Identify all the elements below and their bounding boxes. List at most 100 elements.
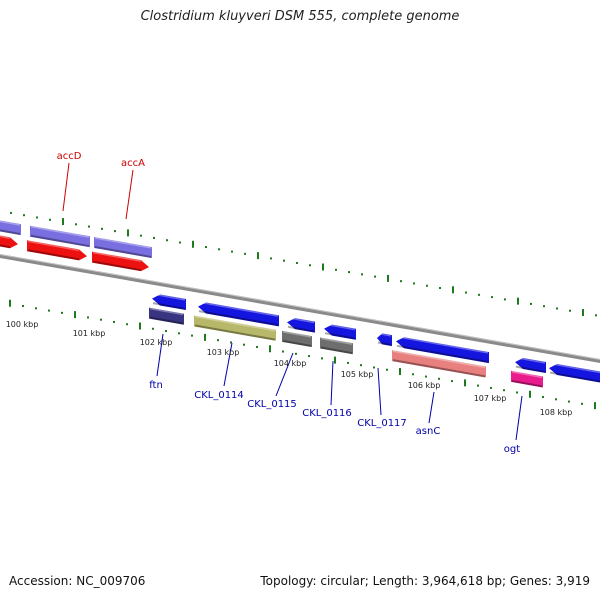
- minor-tick: [321, 357, 323, 360]
- accession-text: Accession: NC_009706: [9, 574, 146, 588]
- minor-tick: [178, 332, 180, 335]
- major-tick: [9, 299, 11, 307]
- gene-label: accD: [57, 151, 82, 162]
- minor-tick: [347, 361, 349, 364]
- minor-tick: [205, 246, 207, 249]
- leader-line: [515, 395, 523, 441]
- minor-tick: [309, 264, 311, 267]
- minor-tick: [61, 311, 63, 314]
- minor-tick: [478, 293, 480, 296]
- major-tick: [452, 286, 454, 294]
- kbp-label: 107 kbp: [474, 394, 507, 403]
- gene-feature: [511, 370, 543, 388]
- minor-tick: [256, 345, 258, 348]
- minor-tick: [140, 234, 142, 237]
- major-tick: [74, 311, 76, 319]
- major-tick: [139, 322, 141, 330]
- minor-tick: [166, 239, 168, 242]
- minor-tick: [491, 296, 493, 299]
- kbp-label: 105 kbp: [341, 370, 374, 379]
- minor-tick: [101, 227, 103, 230]
- kbp-label: 103 kbp: [207, 348, 240, 357]
- minor-tick: [75, 223, 77, 226]
- kbp-label: 108 kbp: [540, 408, 573, 417]
- gene-feature: [324, 323, 356, 340]
- gene-feature: [549, 362, 600, 383]
- minor-tick: [543, 305, 545, 308]
- minor-tick: [191, 334, 193, 337]
- minor-tick: [217, 339, 219, 342]
- gene-feature: [287, 316, 315, 333]
- minor-tick: [530, 302, 532, 305]
- minor-tick: [153, 236, 155, 239]
- kbp-label: 106 kbp: [408, 381, 441, 390]
- minor-tick: [88, 225, 90, 228]
- minor-tick: [503, 389, 505, 392]
- minor-tick: [114, 230, 116, 233]
- tick-marks: [9, 211, 597, 410]
- minor-tick: [218, 248, 220, 251]
- gene-feature: [27, 240, 87, 261]
- minor-tick: [425, 375, 427, 378]
- minor-tick: [22, 305, 24, 308]
- minor-tick: [100, 318, 102, 321]
- minor-tick: [36, 216, 38, 219]
- minor-tick: [516, 391, 518, 394]
- backbone-line: [0, 253, 600, 364]
- minor-tick: [400, 280, 402, 283]
- minor-tick: [360, 364, 362, 367]
- minor-tick: [556, 307, 558, 310]
- major-tick: [594, 402, 596, 410]
- gene-feature: [377, 332, 392, 347]
- gene-feature: [194, 315, 276, 341]
- leader-line: [428, 391, 435, 424]
- major-tick: [464, 379, 466, 387]
- minor-tick: [490, 386, 492, 389]
- minor-tick: [126, 323, 128, 326]
- minor-tick: [412, 373, 414, 376]
- minor-tick: [296, 261, 298, 264]
- major-tick: [257, 252, 259, 260]
- gene-feature: [92, 251, 149, 272]
- minor-tick: [581, 402, 583, 405]
- kbp-label: 102 kbp: [140, 338, 173, 347]
- gene-label: ftn: [149, 380, 163, 391]
- minor-tick: [87, 316, 89, 319]
- major-tick: [204, 333, 206, 341]
- minor-tick: [465, 291, 467, 294]
- kbp-label: 101 kbp: [73, 329, 106, 338]
- major-tick: [269, 345, 271, 353]
- minor-tick: [477, 384, 479, 387]
- major-tick: [334, 356, 336, 364]
- minor-tick: [335, 268, 337, 271]
- minor-tick: [439, 287, 441, 289]
- gene-label: CKL_0117: [357, 418, 407, 429]
- minor-tick: [270, 257, 272, 260]
- major-tick: [399, 368, 401, 375]
- gene-feature: [0, 220, 21, 236]
- backbone-highlight: [0, 253, 600, 361]
- label-leader-lines: [62, 162, 523, 441]
- minor-tick: [165, 330, 167, 333]
- leader-line: [156, 333, 164, 377]
- gene-feature: [282, 330, 312, 348]
- topology-text: Topology: circular; Length: 3,964,618 bp…: [260, 574, 590, 588]
- minor-tick: [179, 241, 181, 244]
- gene-label: CKL_0115: [247, 399, 297, 410]
- gene-feature: [198, 301, 279, 327]
- minor-tick: [373, 366, 375, 369]
- minor-tick: [451, 380, 453, 383]
- gene-label: accA: [121, 158, 145, 169]
- gene-feature: [149, 307, 184, 325]
- gene-feature: [392, 350, 486, 378]
- gene-label: CKL_0114: [194, 390, 244, 401]
- minor-tick: [295, 352, 297, 355]
- minor-tick: [361, 273, 363, 276]
- leader-line: [377, 367, 382, 416]
- minor-tick: [426, 284, 428, 287]
- minor-tick: [10, 211, 12, 214]
- gene-feature: [515, 356, 546, 374]
- major-tick: [192, 240, 194, 248]
- kbp-labels: 100 kbp 101 kbp 102 kbp 103 kbp 104 kbp 105 k…: [6, 320, 573, 417]
